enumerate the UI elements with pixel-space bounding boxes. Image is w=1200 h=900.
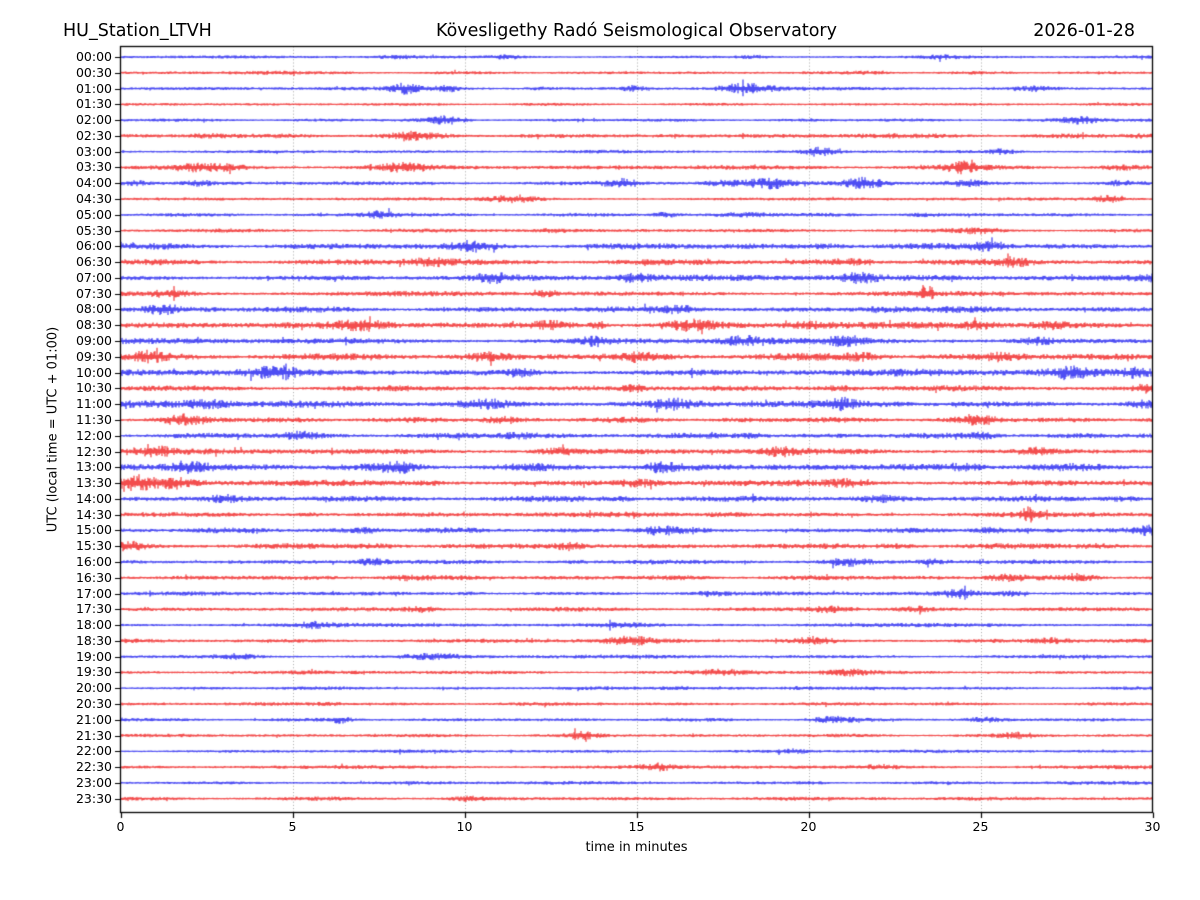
ytick-label: 05:30 — [75, 222, 112, 238]
ytick-label: 13:00 — [75, 459, 112, 475]
ytick-label: 14:30 — [75, 506, 112, 522]
ytick-label: 00:00 — [75, 49, 112, 64]
date-label: 2026-01-28 — [1033, 21, 1135, 41]
station-title: HU_Station_LTVH — [63, 21, 212, 41]
ytick-label: 07:00 — [75, 269, 112, 285]
ytick-label: 17:00 — [75, 585, 112, 601]
ytick-label: 07:30 — [75, 285, 112, 301]
ytick-label: 17:30 — [75, 601, 112, 617]
ytick-label: 12:00 — [75, 427, 112, 443]
observatory-title: Kövesligethy Radó Seismological Observat… — [436, 21, 837, 41]
ytick-label: 01:30 — [75, 96, 112, 112]
ytick-label: 15:30 — [75, 538, 112, 554]
ytick-label: 03:30 — [75, 159, 112, 175]
ytick-label: 21:30 — [75, 727, 112, 743]
ytick-label: 00:30 — [75, 64, 112, 80]
ytick-label: 04:30 — [75, 191, 112, 207]
ytick-label: 11:00 — [75, 396, 112, 412]
xtick-label: 20 — [800, 819, 817, 834]
ytick-label: 14:00 — [75, 490, 112, 506]
ytick-label: 16:30 — [75, 569, 112, 585]
xtick-label: 15 — [628, 819, 645, 834]
ytick-label: 08:30 — [75, 317, 112, 333]
ytick-label: 21:00 — [75, 711, 112, 727]
ytick-label: 19:30 — [75, 664, 112, 680]
ytick-label: 05:00 — [75, 206, 112, 222]
ytick-label: 09:30 — [75, 348, 112, 364]
ytick-label: 04:00 — [75, 175, 112, 191]
ytick-label: 08:00 — [75, 301, 112, 317]
ytick-label: 01:00 — [75, 80, 112, 96]
ytick-label: 18:30 — [75, 632, 112, 648]
ytick-label: 13:30 — [75, 475, 112, 491]
ytick-label: 20:30 — [75, 695, 112, 711]
ytick-label: 23:30 — [75, 790, 112, 806]
ytick-label: 23:00 — [75, 774, 112, 790]
xtick-label: 0 — [116, 819, 125, 834]
ytick-label: 18:00 — [75, 617, 112, 633]
ytick-label: 09:00 — [75, 333, 112, 349]
ytick-label: 10:00 — [75, 364, 112, 380]
ytick-label: 12:30 — [75, 443, 112, 459]
xtick-label: 25 — [972, 819, 989, 834]
ytick-label: 22:00 — [75, 743, 112, 759]
ytick-label: 19:00 — [75, 648, 112, 664]
ytick-label: 02:30 — [75, 127, 112, 143]
ytick-label: 11:30 — [75, 411, 112, 427]
ytick-label: 02:00 — [75, 112, 112, 128]
xtick-label: 10 — [456, 819, 473, 834]
ytick-label: 10:30 — [75, 380, 112, 396]
ytick-label: 20:00 — [75, 680, 112, 696]
xtick-label: 30 — [1144, 819, 1161, 834]
ytick-label: 16:00 — [75, 553, 112, 569]
ytick-label: 06:30 — [75, 254, 112, 270]
x-axis-title: time in minutes — [585, 840, 688, 855]
xtick-label: 5 — [288, 819, 297, 834]
ytick-label: 03:00 — [75, 143, 112, 159]
ytick-label: 22:30 — [75, 759, 112, 775]
ytick-label: 06:00 — [75, 238, 112, 254]
ytick-label: 15:00 — [75, 522, 112, 538]
